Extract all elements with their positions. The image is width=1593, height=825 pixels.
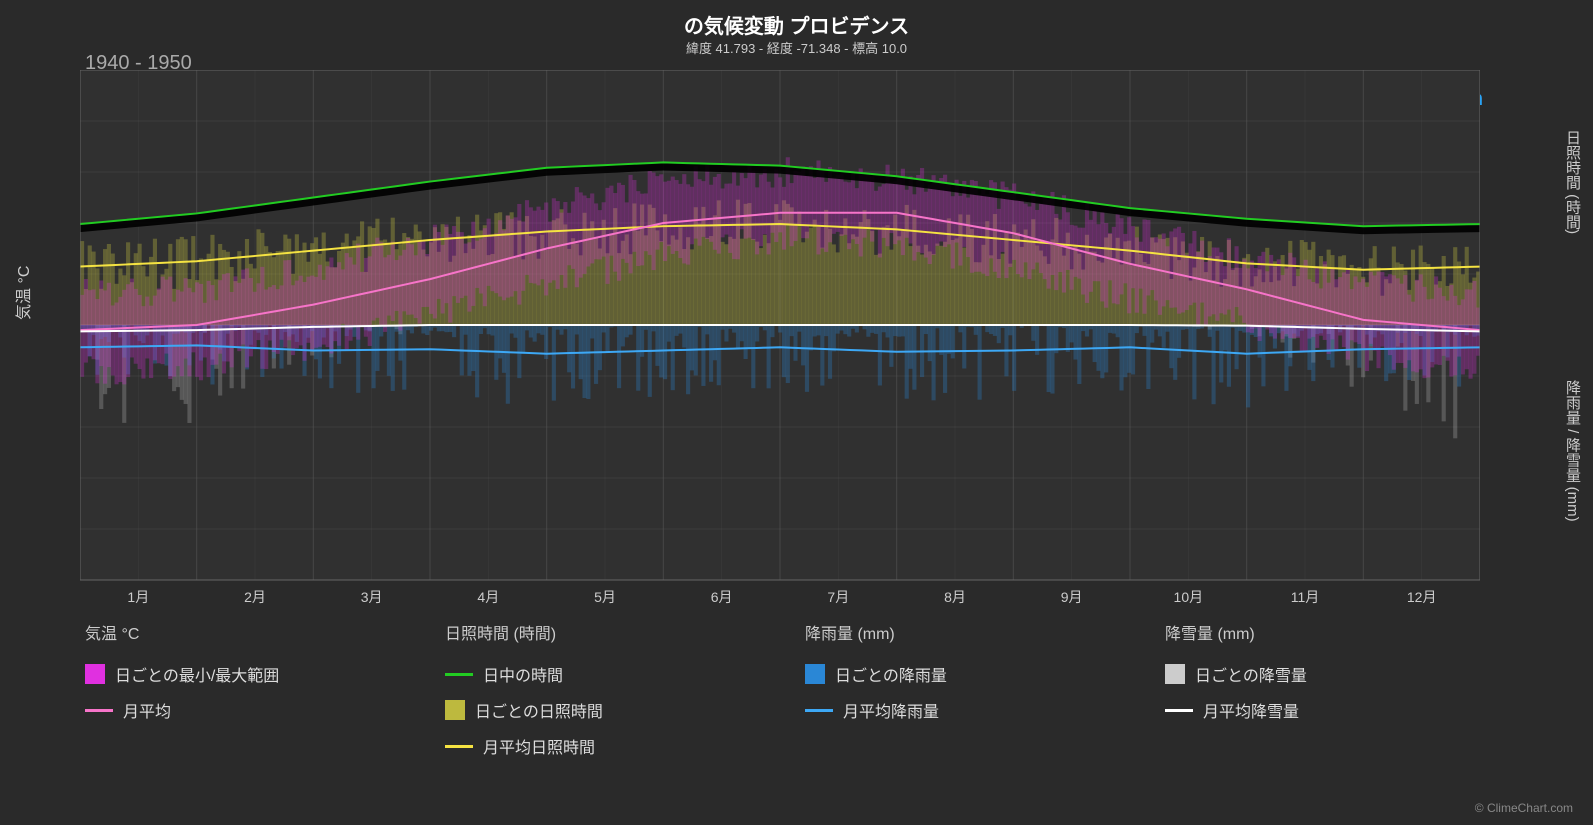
svg-text:3月: 3月 [361, 589, 383, 605]
legend-item: 日ごとの最小/最大範囲 [85, 662, 385, 686]
legend-label: 月平均 [123, 698, 171, 722]
legend-label: 月平均日照時間 [483, 734, 595, 758]
chart-title: の気候変動 プロビデンス [0, 10, 1593, 39]
legend-item: 月平均降雪量 [1165, 698, 1465, 722]
svg-text:11月: 11月 [1291, 589, 1320, 605]
svg-text:4月: 4月 [477, 589, 499, 605]
svg-text:7月: 7月 [827, 589, 849, 605]
legend-item: 日中の時間 [445, 662, 745, 686]
svg-text:1月: 1月 [127, 589, 149, 605]
legend-header: 降雨量 (mm) [805, 620, 1105, 644]
legend-label: 日ごとの日照時間 [475, 698, 603, 722]
legend-line-icon [85, 709, 113, 712]
copyright-text: © ClimeChart.com [1475, 801, 1573, 815]
legend-line-icon [805, 709, 833, 712]
legend-section: 降雪量 (mm) 日ごとの降雪量月平均降雪量 [1165, 620, 1465, 758]
y-axis-left-label: 気温 °C [10, 266, 34, 320]
legend-line-icon [1165, 709, 1193, 712]
legend-header: 気温 °C [85, 620, 385, 644]
chart-legend: 気温 °C 日ごとの最小/最大範囲月平均 日照時間 (時間) 日中の時間日ごとの日照時… [85, 620, 1585, 758]
legend-item: 月平均 [85, 698, 385, 722]
legend-section: 気温 °C 日ごとの最小/最大範囲月平均 [85, 620, 385, 758]
legend-label: 日ごとの降雨量 [835, 662, 947, 686]
chart-svg: -50-40-30-20-100102030405006121824010203… [80, 70, 1480, 610]
svg-text:12月: 12月 [1407, 589, 1437, 605]
y-axis-right-label-sunshine: 日照時間 (時間) [1562, 130, 1583, 234]
legend-line-icon [445, 673, 473, 676]
legend-header: 日照時間 (時間) [445, 620, 745, 644]
svg-text:8月: 8月 [944, 589, 966, 605]
legend-swatch-icon [85, 664, 105, 684]
y-axis-right-label-precip: 降雨量 / 降雪量 (mm) [1562, 380, 1583, 522]
svg-text:9月: 9月 [1061, 589, 1083, 605]
legend-label: 日ごとの最小/最大範囲 [115, 662, 279, 686]
legend-item: 日ごとの日照時間 [445, 698, 745, 722]
legend-label: 月平均降雨量 [843, 698, 939, 722]
legend-item: 日ごとの降雪量 [1165, 662, 1465, 686]
svg-text:6月: 6月 [711, 589, 733, 605]
climate-chart-container: の気候変動 プロビデンス 緯度 41.793 - 経度 -71.348 - 標高… [0, 0, 1593, 825]
legend-label: 日中の時間 [483, 662, 563, 686]
svg-text:2月: 2月 [244, 589, 266, 605]
legend-section: 日照時間 (時間) 日中の時間日ごとの日照時間月平均日照時間 [445, 620, 745, 758]
chart-subtitle: 緯度 41.793 - 経度 -71.348 - 標高 10.0 [0, 38, 1593, 57]
svg-text:5月: 5月 [594, 589, 616, 605]
legend-label: 日ごとの降雪量 [1195, 662, 1307, 686]
legend-label: 月平均降雪量 [1203, 698, 1299, 722]
legend-item: 日ごとの降雨量 [805, 662, 1105, 686]
svg-text:10月: 10月 [1174, 589, 1204, 605]
legend-section: 降雨量 (mm) 日ごとの降雨量月平均降雨量 [805, 620, 1105, 758]
legend-header: 降雪量 (mm) [1165, 620, 1465, 644]
legend-swatch-icon [805, 664, 825, 684]
plot-area: -50-40-30-20-100102030405006121824010203… [80, 70, 1480, 580]
legend-swatch-icon [445, 700, 465, 720]
legend-line-icon [445, 745, 473, 748]
legend-item: 月平均日照時間 [445, 734, 745, 758]
legend-item: 月平均降雨量 [805, 698, 1105, 722]
legend-swatch-icon [1165, 664, 1185, 684]
